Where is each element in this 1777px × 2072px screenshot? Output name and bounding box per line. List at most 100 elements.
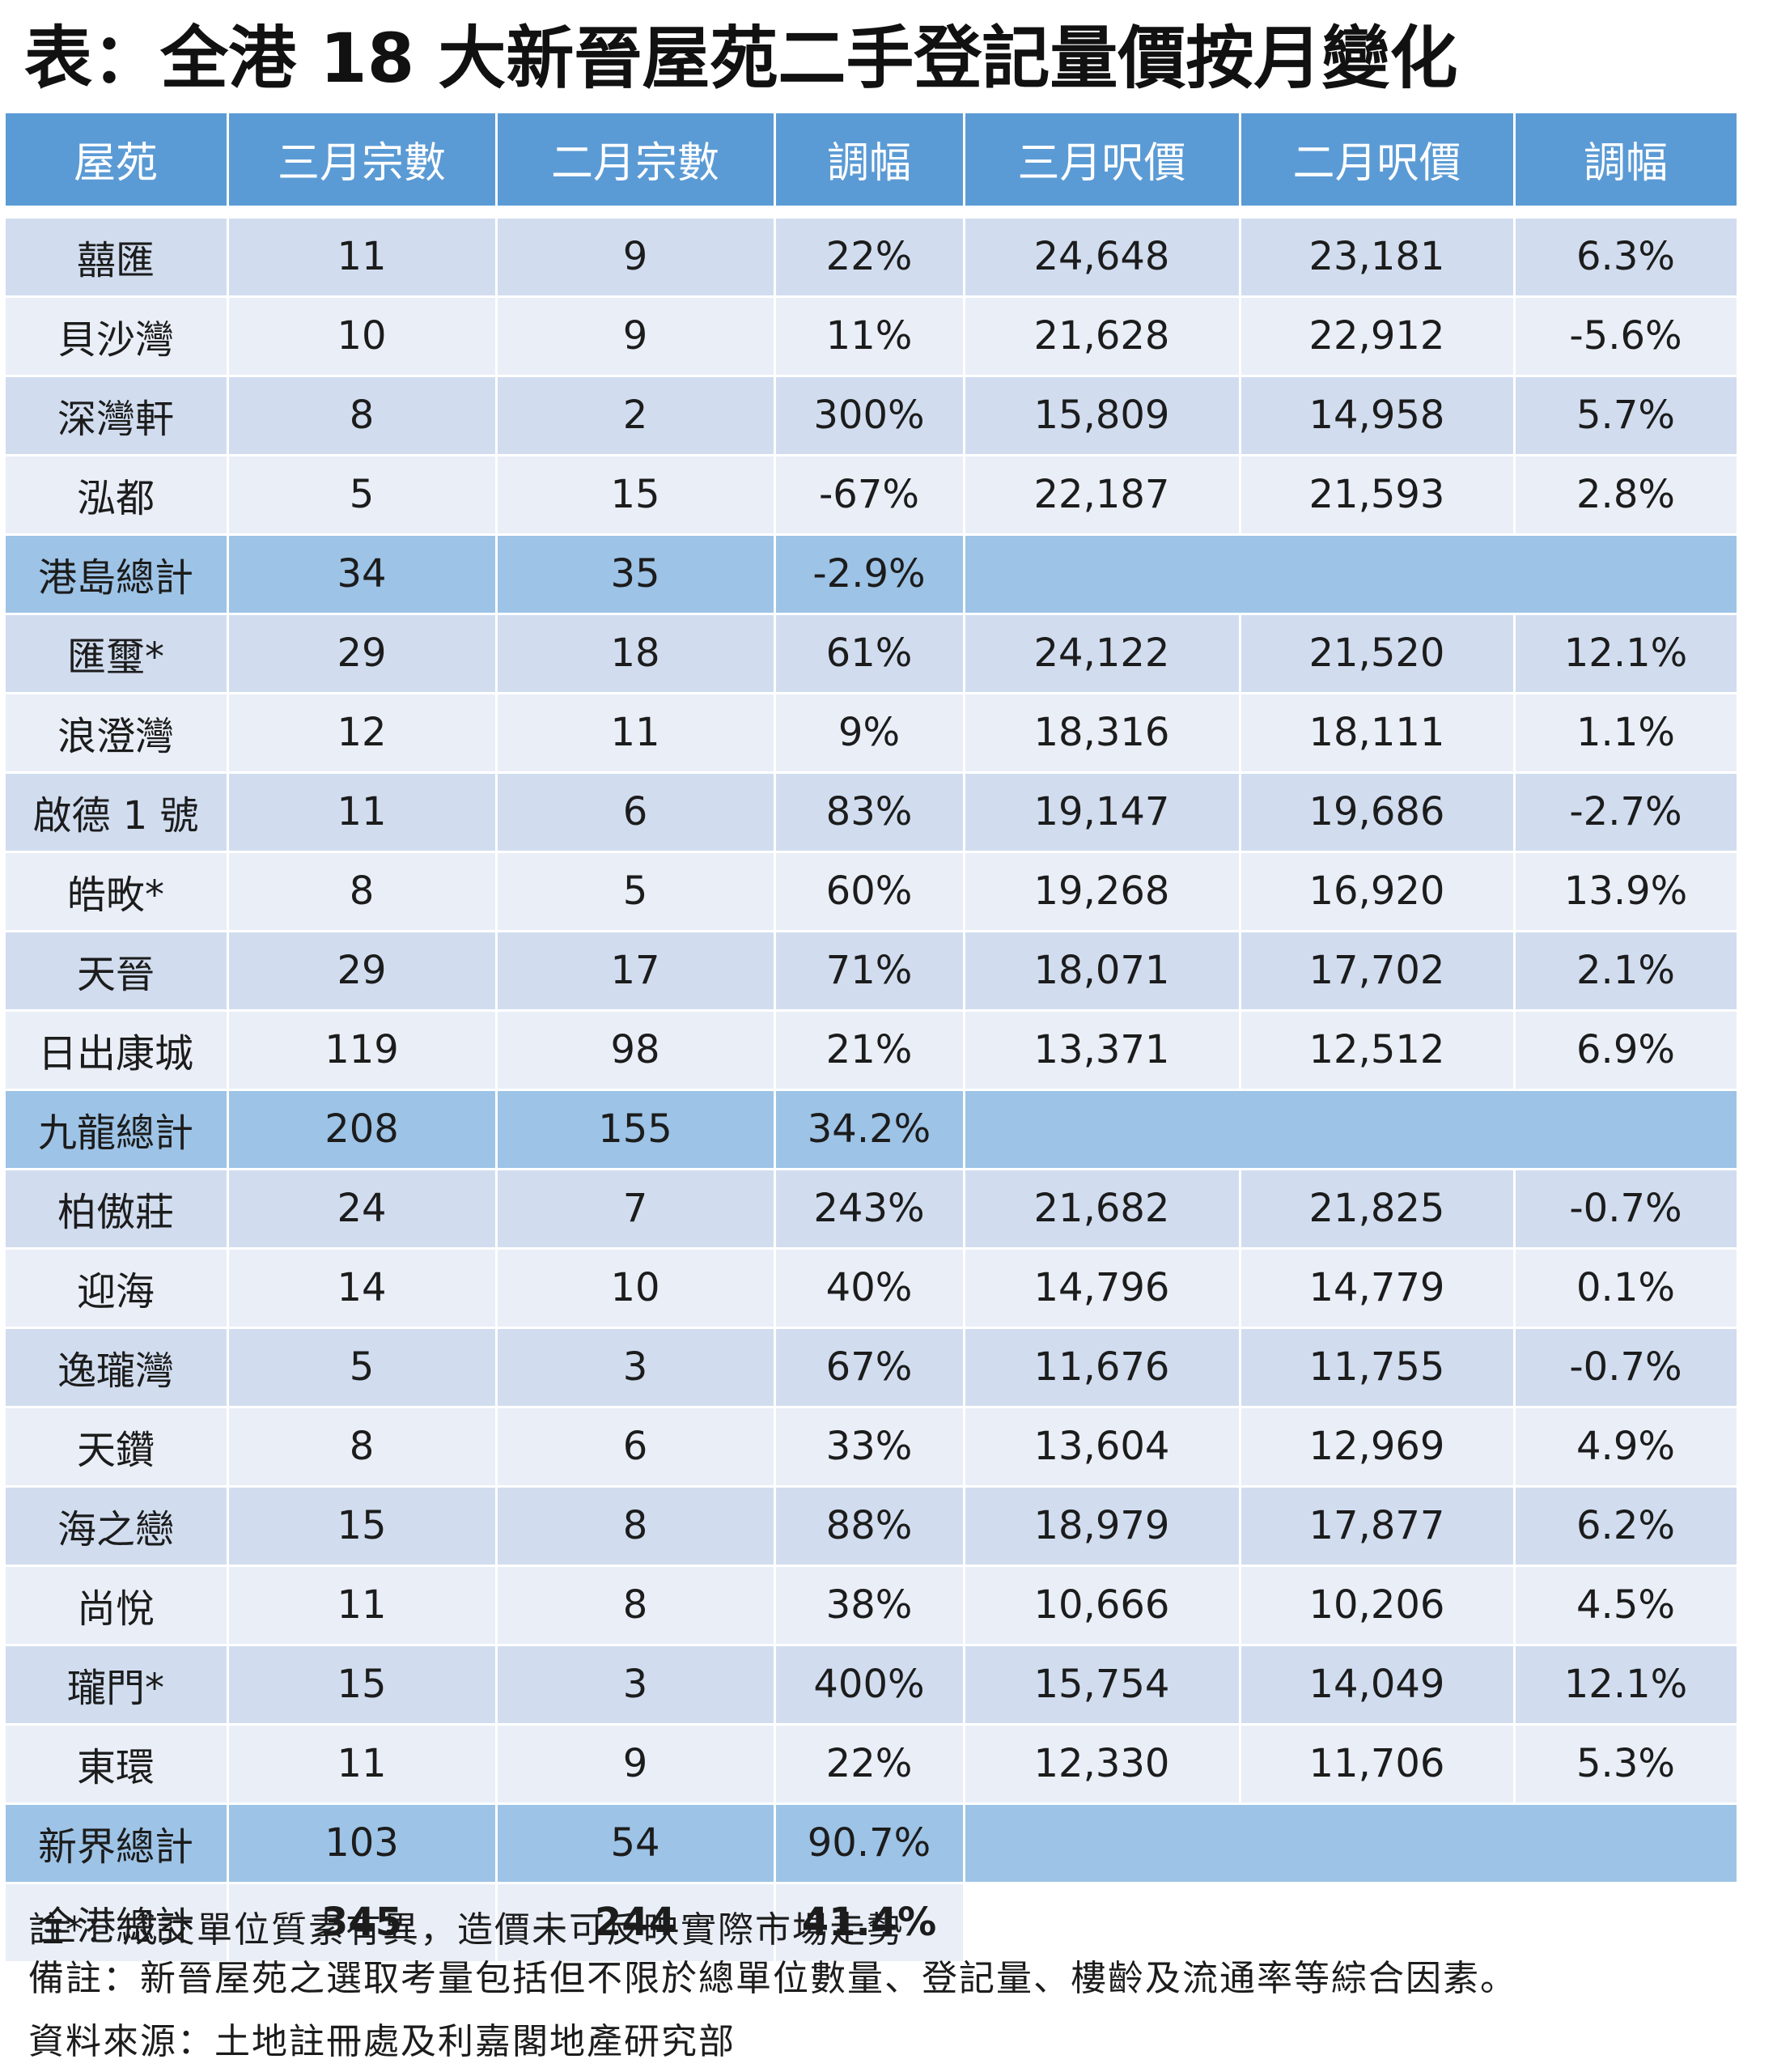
table-cell: 天鑽 bbox=[5, 1408, 227, 1485]
table-cell: 二月呎價 bbox=[1241, 113, 1513, 206]
table-cell: 17,877 bbox=[1241, 1487, 1513, 1565]
table-cell: 19,268 bbox=[965, 852, 1239, 930]
table-cell: 60% bbox=[775, 852, 963, 930]
table-cell: 6 bbox=[497, 773, 774, 851]
table-cell: 11 bbox=[228, 773, 495, 851]
table-cell: 34 bbox=[228, 535, 495, 613]
table-cell: 7 bbox=[497, 1170, 774, 1247]
table-cell: 90.7% bbox=[775, 1804, 963, 1882]
table-cell: 38% bbox=[775, 1566, 963, 1644]
table-cell: 14,779 bbox=[1241, 1249, 1513, 1327]
table-cell: 11 bbox=[228, 1725, 495, 1802]
table-cell: 8 bbox=[497, 1487, 774, 1565]
table-cell: 6.9% bbox=[1515, 1011, 1737, 1089]
table-cell: 6 bbox=[497, 1408, 774, 1485]
table-cell: 日出康城 bbox=[5, 1011, 227, 1089]
table-cell: 貝沙灣 bbox=[5, 297, 227, 375]
table-cell: 尚悅 bbox=[5, 1566, 227, 1644]
table-cell: 41.4% bbox=[775, 1883, 963, 1961]
note: 備註：新晉屋苑之選取考量包括但不限於總單位數量、登記量、樓齡及流通率等綜合因素。 bbox=[28, 1958, 1517, 1999]
table-cell: 9 bbox=[497, 218, 774, 295]
table-cell: 12,330 bbox=[965, 1725, 1239, 1802]
table-cell: 17,702 bbox=[1241, 932, 1513, 1009]
table-cell: 88% bbox=[775, 1487, 963, 1565]
table-cell: 新界總計 bbox=[5, 1804, 227, 1882]
table-cell: 15,809 bbox=[965, 376, 1239, 454]
table-cell: 21,825 bbox=[1241, 1170, 1513, 1247]
table-cell: 4.9% bbox=[1515, 1408, 1737, 1485]
table-cell: 12,512 bbox=[1241, 1011, 1513, 1089]
table-cell: 9 bbox=[497, 1725, 774, 1802]
table-cell: 21% bbox=[775, 1011, 963, 1089]
table-cell: 19,147 bbox=[965, 773, 1239, 851]
table-cell: 345 bbox=[228, 1883, 495, 1961]
table-cell: 15,754 bbox=[965, 1645, 1239, 1723]
table-cell: 18,111 bbox=[1241, 694, 1513, 771]
table-cell: 12.1% bbox=[1515, 1645, 1737, 1723]
table-cell: 瓏門* bbox=[5, 1645, 227, 1723]
table-cell: 8 bbox=[228, 376, 495, 454]
table-cell: 400% bbox=[775, 1645, 963, 1723]
table-cell: 東環 bbox=[5, 1725, 227, 1802]
table-cell: 深灣軒 bbox=[5, 376, 227, 454]
table-cell: 調幅 bbox=[1515, 113, 1737, 206]
table-cell: 匯璽* bbox=[5, 614, 227, 692]
table-cell: 18,071 bbox=[965, 932, 1239, 1009]
table-cell: 12.1% bbox=[1515, 614, 1737, 692]
table-cell: 2.1% bbox=[1515, 932, 1737, 1009]
table-cell: 17 bbox=[497, 932, 774, 1009]
table-cell: 11 bbox=[228, 1566, 495, 1644]
table-cell: 13.9% bbox=[1515, 852, 1737, 930]
table-cell: 11,706 bbox=[1241, 1725, 1513, 1802]
table-cell: 6.2% bbox=[1515, 1487, 1737, 1565]
note: 資料來源：土地註冊處及利嘉閣地產研究部 bbox=[28, 2021, 736, 2062]
table-cell: 逸瓏灣 bbox=[5, 1328, 227, 1406]
table-cell: 35 bbox=[497, 535, 774, 613]
table-cell: 二月宗數 bbox=[497, 113, 774, 206]
table-cell: 24,648 bbox=[965, 218, 1239, 295]
table-cell: 243% bbox=[775, 1170, 963, 1247]
table-cell: 皓畋* bbox=[5, 852, 227, 930]
table-cell: 244 bbox=[497, 1883, 774, 1961]
table-cell: 11,755 bbox=[1241, 1328, 1513, 1406]
table-cell: 迎海 bbox=[5, 1249, 227, 1327]
table-cell: 22,187 bbox=[965, 456, 1239, 533]
table-cell: 8 bbox=[228, 1408, 495, 1485]
table-cell: 調幅 bbox=[775, 113, 963, 206]
title: 表：全港 18 大新晉屋苑二手登記量價按月變化 bbox=[24, 18, 1458, 98]
table-cell: 囍匯 bbox=[5, 218, 227, 295]
table-cell: 全港總計 bbox=[5, 1883, 227, 1961]
table-cell: 11 bbox=[497, 694, 774, 771]
table-cell: -5.6% bbox=[1515, 297, 1737, 375]
table-cell: 24,122 bbox=[965, 614, 1239, 692]
table-cell: 5.3% bbox=[1515, 1725, 1737, 1802]
table-cell: 13,371 bbox=[965, 1011, 1239, 1089]
merged-cell bbox=[965, 535, 1737, 613]
table-cell: 12,969 bbox=[1241, 1408, 1513, 1485]
table-cell: 2.8% bbox=[1515, 456, 1737, 533]
table-cell: 0.1% bbox=[1515, 1249, 1737, 1327]
table-cell: 9% bbox=[775, 694, 963, 771]
table-cell: 34.2% bbox=[775, 1090, 963, 1168]
table-cell: 浪澄灣 bbox=[5, 694, 227, 771]
table-cell: 15 bbox=[228, 1645, 495, 1723]
table-cell: 29 bbox=[228, 614, 495, 692]
table-cell: 13,604 bbox=[965, 1408, 1239, 1485]
table-cell: 九龍總計 bbox=[5, 1090, 227, 1168]
table-cell: 15 bbox=[228, 1487, 495, 1565]
table-cell: 83% bbox=[775, 773, 963, 851]
table-cell: 14,958 bbox=[1241, 376, 1513, 454]
table-cell: 天晉 bbox=[5, 932, 227, 1009]
table-cell: 16,920 bbox=[1241, 852, 1513, 930]
table-cell: 155 bbox=[497, 1090, 774, 1168]
table-cell: 10 bbox=[228, 297, 495, 375]
table-cell: 海之戀 bbox=[5, 1487, 227, 1565]
table-cell: 24 bbox=[228, 1170, 495, 1247]
table-cell: 67% bbox=[775, 1328, 963, 1406]
table-cell: 29 bbox=[228, 932, 495, 1009]
table-cell: 三月宗數 bbox=[228, 113, 495, 206]
table-cell: 208 bbox=[228, 1090, 495, 1168]
table-cell: 屋苑 bbox=[5, 113, 227, 206]
table-cell: 5.7% bbox=[1515, 376, 1737, 454]
